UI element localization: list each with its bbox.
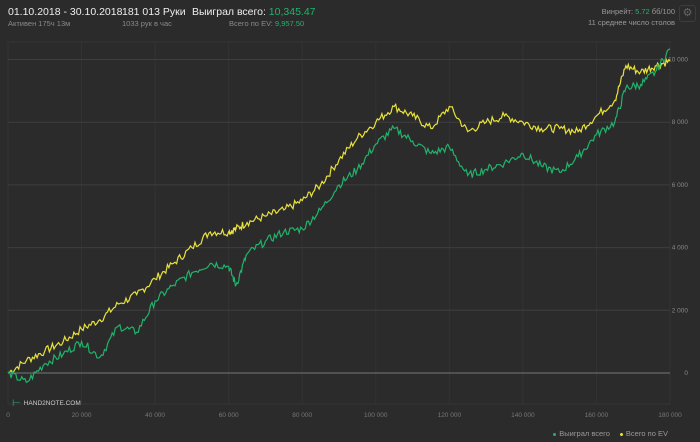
legend-item-ev[interactable]: Всего по EV [619, 429, 668, 438]
winrate-unit: бб/100 [649, 7, 675, 16]
y-tick-label: 0 [684, 370, 688, 377]
ev-total: Всего по EV: 9,957.50 [229, 19, 304, 28]
ev-value: 9,957.50 [274, 19, 305, 28]
y-tick-label: 8 000 [672, 119, 689, 126]
logo-text: HAND2NOTE.COM [23, 400, 81, 407]
x-tick-label: 20 000 [72, 412, 92, 419]
series-line-won [7, 48, 671, 384]
series-line-ev [7, 57, 671, 375]
x-tick-label: 0 [6, 412, 10, 419]
logo-icon: ⊢ [12, 398, 21, 409]
won-total: Выиграл всего: 10,345.47 [192, 6, 316, 18]
y-tick-label: 2 000 [672, 307, 689, 314]
legend-label-won: Выиграл всего [559, 429, 610, 438]
gear-icon[interactable]: ⚙ [679, 5, 696, 22]
legend-item-won[interactable]: Выиграл всего [553, 429, 610, 438]
won-value: 10,345.47 [268, 6, 316, 18]
legend-dot-ev [619, 432, 623, 436]
x-tick-label: 140 000 [511, 412, 535, 419]
x-tick-label: 120 000 [438, 412, 462, 419]
avg-tables: 11 среднее число столов [587, 18, 675, 27]
x-tick-label: 40 000 [145, 412, 165, 419]
active-time: Активен 175ч 13м [8, 19, 71, 28]
y-tick-label: 4 000 [672, 245, 689, 252]
logo: ⊢ HAND2NOTE.COM [12, 398, 81, 409]
winrate: Винрейт: 5.72 бб/100 [602, 7, 675, 16]
x-tick-label: 160 000 [585, 412, 609, 419]
x-tick-label: 100 000 [364, 412, 388, 419]
hands-count: 181 013 Руки [122, 6, 186, 18]
date-range: 01.10.2018 - 30.10.2018 [8, 6, 123, 18]
y-tick-label: 10 000 [668, 57, 688, 64]
plot-border [7, 41, 671, 405]
x-tick-label: 80 000 [292, 412, 312, 419]
ev-label: Всего по EV: [229, 19, 275, 28]
y-tick-label: 6 000 [672, 182, 689, 189]
x-tick-label: 60 000 [219, 412, 239, 419]
winrate-value: 5.72 [635, 7, 650, 16]
legend-label-ev: Всего по EV [625, 429, 668, 438]
winrate-label: Винрейт: [601, 7, 636, 16]
x-tick-label: 180 000 [658, 412, 682, 419]
hands-per-hour: 1033 рук в час [122, 19, 172, 28]
won-label: Выиграл всего: [192, 6, 269, 18]
legend-dot-won [553, 432, 557, 436]
legend: Выиграл всего Всего по EV [553, 429, 668, 438]
